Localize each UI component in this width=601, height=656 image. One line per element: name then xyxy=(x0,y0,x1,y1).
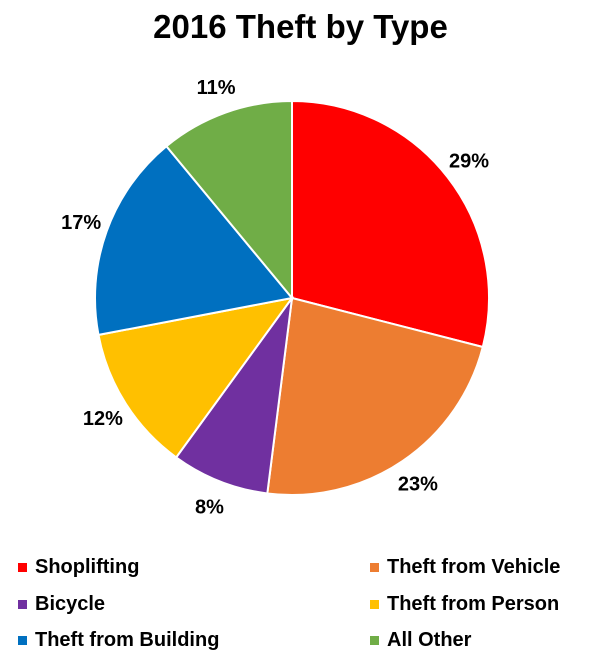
legend-item-theft-from-person: Theft from Person xyxy=(370,591,559,617)
pie-slice-theft-from-vehicle xyxy=(266,296,485,496)
legend-label: Shoplifting xyxy=(35,555,140,578)
legend-label: Bicycle xyxy=(35,592,106,615)
data-label-bicycle: 8% xyxy=(195,496,224,518)
legend: Shoplifting Theft from Vehicle Bicycle Thef… xyxy=(0,550,601,656)
data-label-shoplifting: 29% xyxy=(449,151,489,173)
pie-slice-theft-from-person xyxy=(97,296,295,459)
pie-slice-shoplifting xyxy=(291,99,490,349)
legend-item-shoplifting: Shoplifting xyxy=(18,554,139,580)
legend-swatch xyxy=(370,635,379,645)
legend-swatch xyxy=(370,562,379,572)
legend-swatch xyxy=(18,562,27,572)
legend-label: All Other xyxy=(387,628,472,651)
legend-item-all-other: All Other xyxy=(370,627,471,653)
legend-swatch xyxy=(18,635,27,645)
legend-swatch xyxy=(370,599,379,609)
data-label-theft-from-vehicle: 23% xyxy=(398,473,438,495)
pie-chart: 29% 23% 8% 12% 17% 11% xyxy=(61,77,490,518)
data-label-all-other: 11% xyxy=(197,77,236,99)
pie-slice-all-other xyxy=(165,99,293,301)
chart-title: 2016 Theft by Type xyxy=(153,8,448,45)
legend-label: Theft from Vehicle xyxy=(387,555,561,578)
legend-swatch xyxy=(18,599,27,609)
legend-label: Theft from Building xyxy=(35,628,220,651)
legend-item-bicycle: Bicycle xyxy=(18,591,105,617)
data-label-theft-from-person: 12% xyxy=(83,408,123,430)
pie-slice-bicycle xyxy=(174,297,293,495)
pie-slice-theft-from-building xyxy=(94,144,294,337)
legend-item-theft-from-vehicle: Theft from Vehicle xyxy=(370,554,560,580)
legend-item-theft-from-building: Theft from Building xyxy=(18,627,219,653)
legend-label: Theft from Person xyxy=(387,592,560,615)
data-label-theft-from-building: 17% xyxy=(61,212,101,234)
